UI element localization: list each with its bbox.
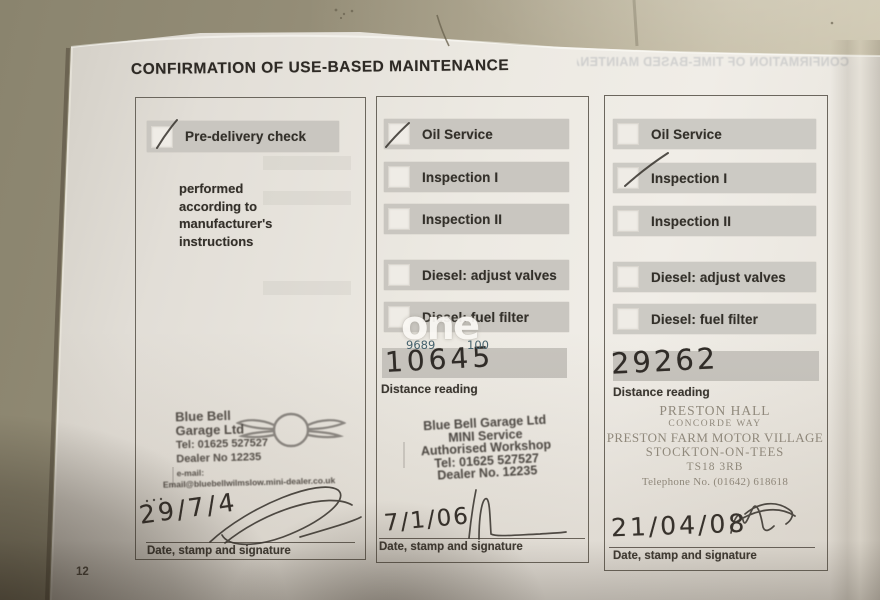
checkbox-row-diesel-valves: Diesel: adjust valves: [384, 260, 569, 290]
distance-reading-label: Distance reading: [613, 385, 710, 399]
date-stamp-signature-label: Date, stamp and signature: [613, 550, 757, 562]
watermark-number-left: 9689: [406, 338, 436, 352]
checkbox-label: Inspection I: [651, 170, 728, 186]
page-number: 12: [76, 566, 89, 578]
handwritten-distance-reading: 29262: [610, 341, 720, 381]
stamp-line: PRESTON FARM MOTOR VILLAGE: [606, 430, 824, 445]
stamp-line: PRESTON HALL: [659, 403, 771, 418]
stamp-line: STOCKTON-ON-TEES: [645, 445, 785, 459]
dealer-stamp-blue-bell-mini: Blue Bell Garage Ltd MINI Service Author…: [400, 413, 571, 484]
checkbox-label: Inspection I: [422, 169, 499, 185]
mini-wings-logo-icon: [236, 412, 346, 448]
showthrough-bar: [263, 191, 351, 205]
checkbox-row-oil-service: Oil Service: [384, 119, 569, 149]
showthrough-bar: [263, 281, 351, 295]
stamp-line: Telephone No. (01642) 618618: [641, 476, 789, 488]
note-line: according to: [179, 198, 258, 214]
checkbox-inspection-1: [617, 167, 639, 189]
signature-rule: [146, 542, 355, 543]
checkbox-inspection-1: [388, 166, 410, 188]
checkbox-row-inspection-2: Inspection II: [613, 206, 816, 236]
column-service-record-2: Oil Service Inspection I Inspection II D…: [604, 95, 828, 571]
showthrough-bar: [263, 156, 351, 170]
checkbox-diesel-valves: [617, 266, 639, 288]
checkbox-label: Diesel: fuel filter: [651, 311, 758, 327]
page-title: CONFIRMATION OF USE-BASED MAINTENANCE: [130, 57, 510, 78]
note-line: instructions: [179, 233, 254, 249]
note-line: performed: [179, 181, 244, 196]
handwritten-date: 29/7/4: [137, 487, 240, 530]
checkbox-label: Oil Service: [422, 126, 493, 142]
signature-rule: [379, 538, 585, 539]
checkbox-label: Diesel: adjust valves: [422, 267, 557, 283]
checkbox-inspection-2: [617, 210, 639, 232]
checkbox-diesel-filter: [617, 308, 639, 330]
handwritten-date: 7/1/06: [383, 503, 472, 537]
dealer-stamp-preston-hall: PRESTON HALL CONCORDE WAY PRESTON FARM M…: [595, 403, 835, 489]
showthrough-mirrored-title: CONFIRMATION OF TIME-BASED MAINTENANCE: [577, 55, 849, 69]
date-stamp-signature-label: Date, stamp and signature: [147, 545, 291, 557]
checkbox-oil-service: [617, 123, 639, 145]
checkbox-row-oil-service: Oil Service: [613, 119, 816, 149]
handwritten-date: 21/04/08: [610, 508, 748, 543]
checkbox-diesel-valves: [388, 264, 410, 286]
checkbox-row-diesel-valves: Diesel: adjust valves: [613, 262, 816, 292]
checkbox-label: Diesel: adjust valves: [651, 269, 786, 285]
checkbox-row-inspection-1: Inspection I: [384, 162, 569, 192]
checkbox-pre-delivery: [151, 125, 173, 148]
checkbox-row-inspection-2: Inspection II: [384, 204, 569, 234]
stamp-line: CONCORDE WAY: [668, 419, 762, 429]
watermark-number-right: 100: [467, 338, 489, 352]
note-line: manufacturer's: [179, 216, 273, 231]
checkbox-label: Inspection II: [422, 211, 503, 227]
column-pre-delivery: Pre-delivery check performed according t…: [135, 97, 366, 560]
checkbox-label: Pre-delivery check: [185, 129, 307, 144]
pre-delivery-note: performed according to manufacturer's in…: [179, 180, 272, 250]
checkbox-label: Inspection II: [651, 213, 732, 229]
stamp-line: TS18 3RB: [686, 461, 744, 473]
checkbox-row-inspection-1: Inspection I: [613, 163, 816, 193]
distance-reading-label: Distance reading: [381, 382, 478, 396]
checkbox-row-pre-delivery: Pre-delivery check: [147, 121, 339, 152]
checkbox-inspection-2: [388, 208, 410, 230]
checkbox-row-diesel-filter: Diesel: fuel filter: [613, 304, 816, 334]
checkbox-label: Oil Service: [651, 126, 722, 142]
checkbox-oil-service: [388, 123, 410, 145]
signature-rule: [609, 547, 815, 548]
date-stamp-signature-label: Date, stamp and signature: [379, 541, 523, 553]
